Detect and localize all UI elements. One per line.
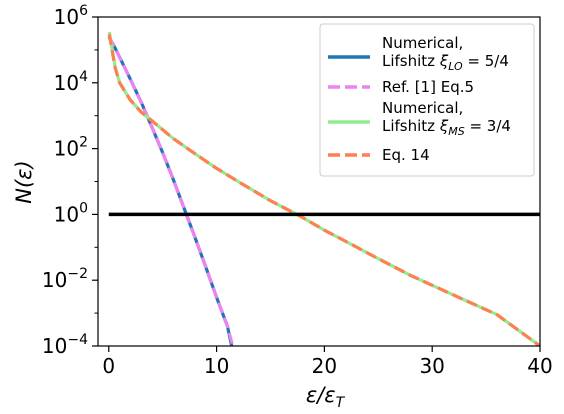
legend-label-series-0-line2: Lifshitz ξLO = 5/4 — [382, 52, 509, 73]
x-tick-label-3: 30 — [419, 354, 444, 378]
y-tick-label-2: 102 — [54, 135, 88, 161]
legend: Numerical, Lifshitz ξLO = 5/4 Ref. [1] E… — [319, 23, 535, 177]
legend-label-series-2-line2: Lifshitz ξMS = 3/4 — [382, 117, 511, 138]
x-tick-label-4: 40 — [527, 354, 552, 378]
x-tick-label-2: 20 — [312, 354, 337, 378]
x-axis-ticks: 0 10 20 30 40 — [102, 346, 553, 378]
legend-label-series-0-line1: Numerical, — [382, 34, 463, 52]
y-tick-label-3: 100 — [54, 200, 88, 226]
y-tick-label-1: 104 — [54, 69, 88, 95]
series-line-0 — [107, 36, 234, 346]
x-tick-label-1: 10 — [204, 354, 229, 378]
series-line-3 — [107, 33, 540, 346]
legend-box — [319, 23, 535, 177]
series-layer — [107, 31, 540, 346]
y-axis-label: N(ε) — [12, 160, 36, 203]
legend-label-series-1: Ref. [1] Eq.5 — [382, 78, 474, 96]
x-axis-label: ε/εT — [306, 383, 346, 411]
y-tick-label-0: 106 — [54, 3, 88, 29]
y-tick-label-5: 10−4 — [42, 332, 88, 358]
y-axis-ticks: 106 104 102 100 10−2 10−4 — [42, 3, 98, 358]
y-tick-label-4: 10−2 — [42, 266, 88, 292]
legend-label-series-3: Eq. 14 — [382, 146, 430, 164]
x-tick-label-0: 0 — [102, 354, 115, 378]
series-line-1 — [107, 36, 235, 346]
legend-label-series-2-line1: Numerical, — [382, 99, 463, 117]
